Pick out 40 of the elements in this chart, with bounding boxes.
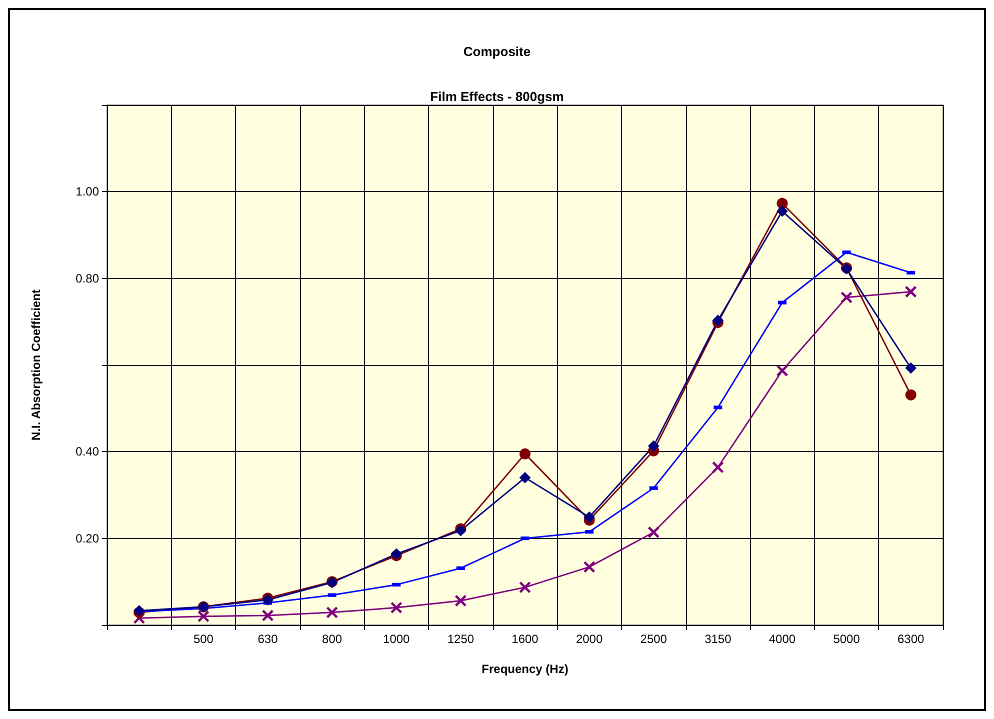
x-tick-label: 1600 — [512, 632, 539, 646]
point — [584, 512, 595, 523]
x-tick-label: 4000 — [768, 632, 796, 646]
point — [712, 462, 724, 473]
point — [648, 526, 660, 538]
point — [776, 206, 788, 217]
x-tick-label: 5000 — [833, 632, 860, 646]
point — [712, 314, 724, 326]
x-tick-label: 1000 — [383, 632, 410, 646]
x-tick-label: 1250 — [447, 632, 474, 646]
x-tick-label: 2500 — [640, 632, 668, 646]
point — [262, 610, 274, 621]
chart-subtitle: Film Effects - 800gsm — [430, 89, 564, 104]
point — [390, 602, 402, 614]
point — [776, 365, 788, 376]
point — [841, 292, 852, 303]
point — [648, 440, 660, 452]
point — [905, 286, 916, 298]
point — [520, 582, 530, 593]
point — [520, 472, 530, 484]
y-axis-title: N.I. Absorption Coefficient — [29, 290, 43, 440]
x-tick-label: 630 — [258, 632, 278, 646]
y-tick-label: 0.80 — [76, 271, 100, 286]
x-axis-title: Frequency (Hz) — [482, 662, 568, 676]
point — [905, 389, 916, 400]
point — [520, 448, 530, 460]
point — [584, 561, 595, 572]
chart-title: Composite — [463, 44, 531, 59]
y-tick-label: 0.40 — [76, 444, 100, 459]
x-tick-label: 800 — [322, 632, 342, 646]
point — [455, 595, 466, 606]
x-tick-label: 6300 — [897, 632, 925, 646]
y-tick-label: 1.00 — [76, 184, 100, 199]
point — [326, 606, 338, 618]
x-tick-label: 3150 — [704, 632, 732, 646]
x-tick-label: 2000 — [576, 632, 603, 646]
x-tick-label: 500 — [193, 632, 214, 646]
point — [905, 362, 916, 374]
point — [198, 610, 209, 622]
y-tick-label: 0.20 — [76, 531, 100, 546]
